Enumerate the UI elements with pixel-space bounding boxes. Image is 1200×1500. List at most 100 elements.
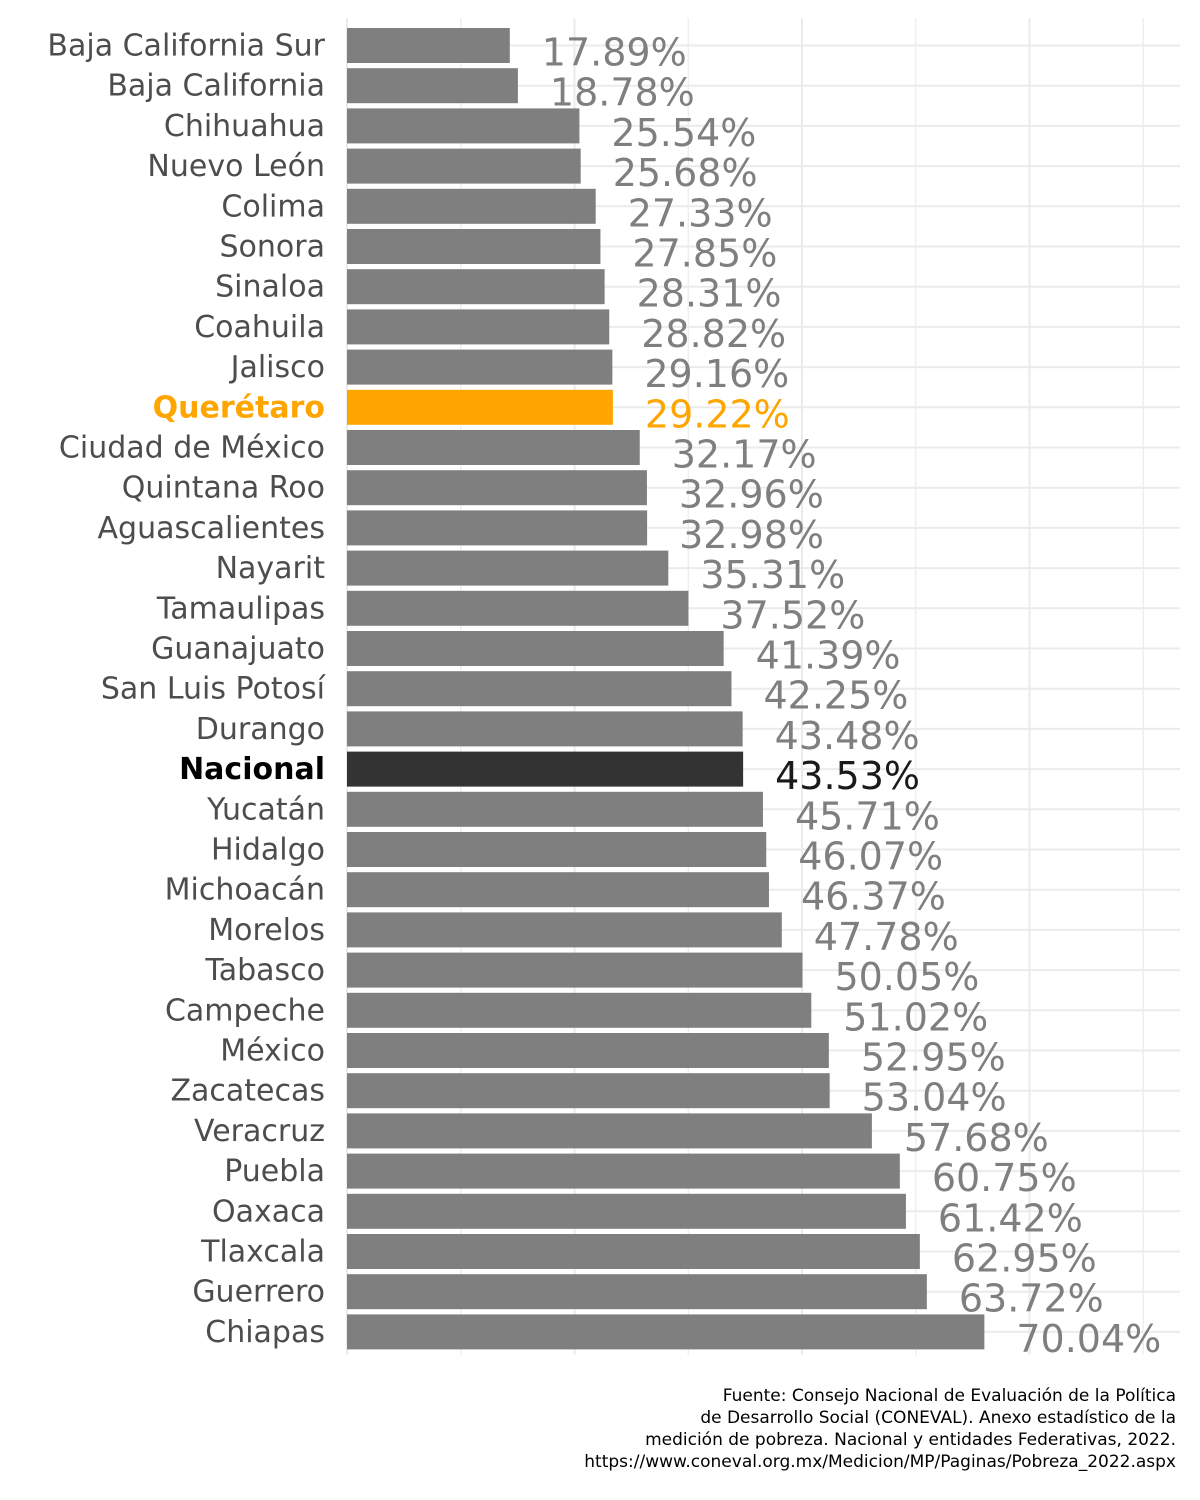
data-label: 29.16%: [644, 352, 789, 396]
category-label: San Luis Potosí: [101, 672, 327, 707]
category-label: Tabasco: [204, 953, 325, 988]
data-label: 18.78%: [550, 71, 695, 115]
category-label: Quintana Roo: [122, 471, 325, 506]
bar: [347, 872, 769, 908]
category-label: Guanajuato: [151, 632, 325, 667]
category-label: Sonora: [220, 230, 325, 265]
category-labels: Baja California Sur Baja California Chihua…: [47, 29, 326, 1350]
bar: [347, 832, 767, 867]
category-label: Tlaxcala: [200, 1235, 325, 1270]
category-label: Baja California Sur: [47, 29, 325, 64]
data-label: 37.52%: [720, 593, 865, 637]
value-labels: 17.89%18.78%25.54%25.68%27.33%27.85%28.3…: [542, 31, 1161, 1361]
bar: [347, 389, 613, 425]
bar: [347, 1073, 830, 1109]
data-label: 62.95%: [952, 1237, 1097, 1281]
data-label: 45.71%: [795, 794, 940, 838]
category-label: Tamaulipas: [156, 591, 325, 626]
data-label: 25.68%: [613, 151, 758, 195]
bar: [347, 108, 580, 144]
data-label: 50.05%: [834, 955, 979, 999]
category-label: Chihuahua: [164, 109, 325, 144]
bar: [347, 28, 510, 63]
category-label: Zacatecas: [170, 1074, 325, 1109]
source-note: Fuente: Consejo Nacional de Evaluación d…: [416, 1385, 1176, 1473]
category-label: Guerrero: [192, 1275, 325, 1310]
data-label: 46.37%: [801, 875, 946, 919]
data-label: 25.54%: [611, 111, 756, 155]
category-label: Coahuila: [194, 310, 325, 345]
bar: [347, 430, 640, 465]
bars: [347, 28, 985, 1350]
data-label: 51.02%: [843, 995, 988, 1039]
bar: [347, 188, 596, 224]
data-label: 35.31%: [700, 553, 845, 597]
bar: [347, 1274, 927, 1310]
data-label: 32.98%: [679, 513, 824, 557]
data-label: 17.89%: [542, 31, 687, 75]
data-label: 27.33%: [628, 191, 773, 235]
source-line: de Desarrollo Social (CONEVAL). Anexo es…: [700, 1408, 1176, 1428]
category-label: Jalisco: [229, 350, 325, 385]
source-line: Fuente: Consejo Nacional de Evaluación d…: [722, 1386, 1176, 1406]
data-label: 32.17%: [672, 433, 817, 477]
data-label: 70.04%: [1016, 1317, 1161, 1361]
category-label: Nacional: [179, 752, 325, 787]
category-label: Durango: [196, 712, 325, 747]
bar: [347, 349, 613, 385]
data-label: 28.82%: [641, 312, 786, 356]
bar: [347, 1234, 920, 1269]
bar: [347, 309, 610, 345]
category-label: Ciudad de México: [59, 431, 325, 466]
bar: [347, 791, 763, 827]
category-label: Puebla: [224, 1154, 325, 1189]
data-label: 52.95%: [861, 1036, 1006, 1080]
data-label: 43.53%: [775, 754, 920, 798]
bar: [347, 631, 724, 666]
data-label: 63.72%: [959, 1277, 1104, 1321]
data-label: 46.07%: [798, 835, 943, 879]
bar: [347, 269, 605, 305]
category-label: Chiapas: [205, 1315, 325, 1350]
category-label: Michoacán: [165, 873, 325, 908]
category-label: México: [220, 1034, 325, 1069]
category-label: Baja California: [107, 69, 325, 104]
bar: [347, 470, 647, 506]
bar: [347, 671, 732, 707]
poverty-bar-chart: Baja California Sur Baja California Chihua…: [47, 18, 1180, 1361]
category-label: Hidalgo: [211, 833, 325, 868]
category-label: Colima: [221, 189, 325, 224]
bar: [347, 229, 601, 264]
bar: [347, 1193, 906, 1229]
bar: [347, 1314, 985, 1350]
bar: [347, 1033, 829, 1068]
bar: [347, 510, 648, 546]
data-label: 53.04%: [862, 1076, 1007, 1120]
data-label: 57.68%: [904, 1116, 1049, 1160]
data-label: 28.31%: [637, 272, 782, 316]
data-label: 41.39%: [756, 634, 901, 678]
bar: [347, 751, 744, 787]
category-label: Sinaloa: [215, 270, 325, 305]
bar: [347, 148, 581, 184]
category-label: Nuevo León: [147, 149, 325, 184]
bar: [347, 1113, 872, 1149]
data-label: 47.78%: [814, 915, 959, 959]
data-label: 42.25%: [763, 674, 908, 718]
source-url: https://www.coneval.org.mx/Medicion/MP/P…: [584, 1452, 1176, 1472]
category-label: Yucatán: [206, 792, 325, 827]
bar: [347, 590, 689, 626]
bar: [347, 68, 518, 104]
data-label: 61.42%: [938, 1196, 1083, 1240]
bar: [347, 912, 782, 948]
category-label: Campeche: [165, 993, 325, 1028]
category-label: Veracruz: [194, 1114, 325, 1149]
category-label: Aguascalientes: [98, 511, 325, 546]
category-label: Querétaro: [153, 390, 325, 425]
bar: [347, 550, 669, 586]
bar: [347, 1153, 900, 1189]
category-label: Nayarit: [216, 551, 326, 586]
bar: [347, 952, 803, 988]
data-label: 27.85%: [632, 232, 777, 276]
category-label: Morelos: [208, 913, 325, 948]
